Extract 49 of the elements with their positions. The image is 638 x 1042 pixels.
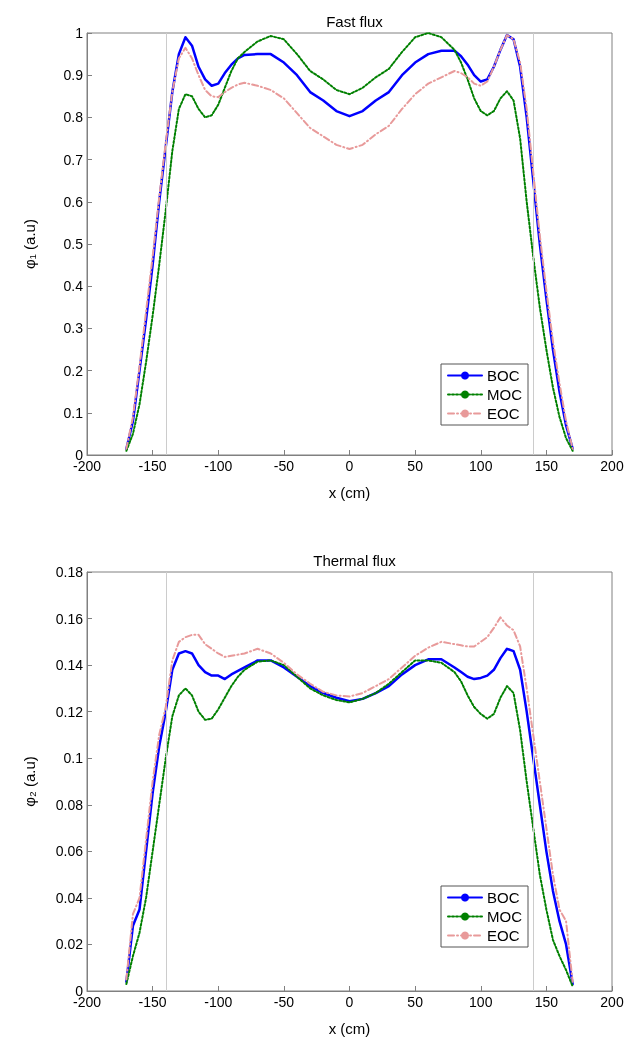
y-tick-label: 0.2: [63, 362, 84, 379]
legend-label: BOC: [487, 889, 520, 906]
legend-label: MOC: [487, 386, 523, 403]
y-tick-label: 0.16: [55, 610, 84, 627]
y-tick-label: 0.12: [55, 703, 84, 720]
y-tick-label: 0.6: [63, 193, 84, 210]
x-tick-label: 0: [345, 458, 354, 474]
x-tick-label: 200: [600, 458, 624, 474]
chart-title: Thermal flux: [313, 552, 397, 569]
y-tick-label: 0.06: [55, 843, 84, 860]
y-tick-label: 0.9: [63, 67, 84, 84]
x-tick-label: 150: [534, 994, 559, 1010]
x-tick-label: -150: [138, 994, 167, 1010]
y-axis-title: φ₂ (a.u): [21, 756, 38, 807]
x-tick-label: -50: [273, 458, 295, 474]
y-tick-label: 0.3: [63, 320, 84, 337]
legend-label: EOC: [487, 927, 520, 944]
y-tick-label: 0.5: [63, 236, 84, 252]
y-tick-label: 0.4: [63, 278, 84, 295]
x-tick-label: -100: [204, 458, 233, 474]
y-tick-label: 0.7: [63, 151, 84, 168]
legend-label: EOC: [487, 405, 520, 422]
y-tick-label: 0.04: [55, 889, 84, 906]
legend-label: BOC: [487, 367, 520, 384]
x-tick-label: 200: [600, 994, 624, 1010]
y-tick-label: 0.08: [55, 796, 84, 813]
y-tick-label: 0.14: [55, 657, 84, 674]
x-tick-label: 50: [407, 994, 424, 1010]
x-tick-label: -150: [138, 458, 167, 474]
y-tick-label: 0.8: [63, 109, 84, 126]
x-tick-label: 100: [469, 994, 493, 1010]
y-tick-label: 0.18: [55, 564, 84, 580]
y-tick-label: 1: [75, 25, 84, 41]
x-tick-label: 0: [345, 994, 354, 1010]
x-axis-title: x (cm): [328, 1020, 371, 1037]
y-tick-label: 0.1: [63, 404, 84, 421]
x-tick-label: 50: [407, 458, 424, 474]
y-tick-label: 0: [75, 983, 84, 999]
y-tick-label: 0: [75, 447, 84, 463]
x-tick-label: 150: [534, 458, 559, 474]
x-tick-label: -100: [204, 994, 233, 1010]
chart-title: Fast flux: [326, 13, 384, 30]
x-axis-title: x (cm): [328, 484, 371, 501]
y-tick-label: 0.1: [63, 750, 84, 767]
y-axis-title: φ₁ (a.u): [21, 219, 38, 269]
y-tick-label: 0.02: [55, 936, 84, 953]
x-tick-label: 100: [469, 458, 493, 474]
x-tick-label: -50: [273, 994, 295, 1010]
legend-label: MOC: [487, 908, 523, 925]
